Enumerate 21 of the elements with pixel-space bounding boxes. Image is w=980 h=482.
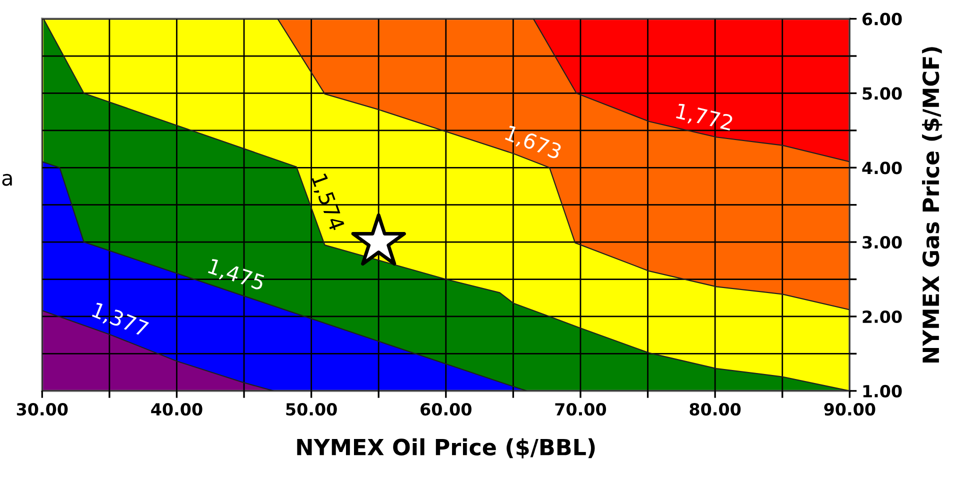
annotation: 1,772 bbox=[675, 102, 734, 133]
x-tick-label: 50.00 bbox=[286, 403, 337, 416]
x-tick-label: 80.00 bbox=[690, 403, 741, 416]
x-tick-label: 90.00 bbox=[824, 403, 876, 416]
x-tick-label: 70.00 bbox=[555, 403, 606, 416]
x-tick-label: 60.00 bbox=[420, 403, 472, 416]
annotation: 1,475 bbox=[206, 258, 266, 293]
y-tick-label: 5.00 bbox=[862, 87, 902, 100]
x-axis-title: NYMEX Oil Price ($/BBL) bbox=[297, 438, 595, 458]
y-tick-label: 2.00 bbox=[862, 310, 902, 324]
y-axis-title: NYMEX Gas Price ($/MCF) bbox=[922, 47, 942, 363]
y-tick-label: 4.00 bbox=[862, 162, 902, 174]
annotation: 1,574 bbox=[309, 173, 345, 232]
annotation: 1,377 bbox=[90, 302, 150, 339]
y-tick-label: 3.00 bbox=[862, 236, 902, 249]
annotation: 1,673 bbox=[504, 124, 562, 162]
y-tick-label: 1.00 bbox=[863, 384, 902, 398]
x-tick-label: 30.00 bbox=[16, 403, 68, 416]
x-tick-label: 40.00 bbox=[151, 403, 202, 416]
text: a bbox=[2, 174, 12, 186]
y-tick-label: 6.00 bbox=[862, 12, 902, 26]
